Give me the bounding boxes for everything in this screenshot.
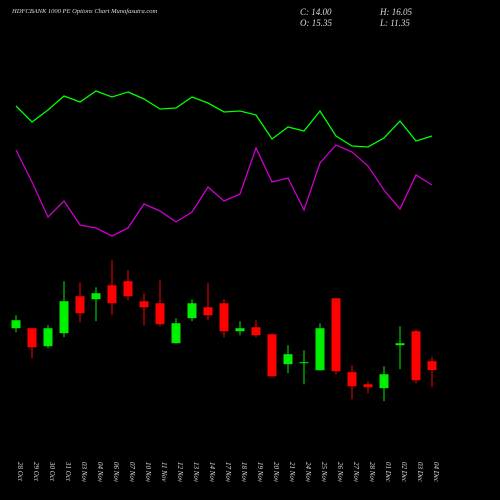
candle-body bbox=[107, 285, 117, 304]
low-label: L: 11.35 bbox=[379, 18, 410, 28]
x-tick-label: 28 Nov bbox=[368, 462, 376, 483]
candle-body bbox=[379, 374, 389, 389]
candle-body bbox=[11, 320, 21, 329]
x-tick-label: 28 Oct bbox=[16, 462, 24, 482]
candle-body bbox=[27, 328, 37, 348]
candle-body bbox=[91, 293, 101, 300]
x-tick-label: 25 Nov bbox=[320, 462, 328, 483]
x-tick-label: 07 Nov bbox=[128, 462, 136, 483]
candle-body bbox=[363, 384, 373, 388]
x-tick-label: 03 Nov bbox=[80, 462, 88, 483]
x-tick-label: 24 Nov bbox=[304, 462, 312, 483]
candle-body bbox=[235, 328, 245, 332]
x-tick-label: 14 Nov bbox=[208, 462, 216, 483]
x-tick-label: 04 Dec bbox=[432, 462, 440, 483]
x-tick-label: 29 Oct bbox=[32, 462, 40, 482]
candle-body bbox=[283, 354, 293, 365]
candle-body bbox=[139, 301, 149, 308]
candle-body bbox=[267, 334, 277, 377]
candle-body bbox=[347, 372, 357, 387]
x-tick-label: 31 Oct bbox=[64, 461, 72, 482]
candle-body bbox=[155, 303, 165, 325]
candle-body bbox=[251, 327, 261, 336]
candle-body bbox=[75, 296, 85, 314]
x-tick-label: 26 Nov bbox=[336, 462, 344, 483]
candle-body bbox=[59, 301, 69, 334]
x-tick-label: 21 Nov bbox=[288, 462, 296, 483]
x-tick-label: 19 Nov bbox=[256, 462, 264, 483]
candle-body bbox=[43, 328, 53, 347]
candle-body bbox=[203, 307, 213, 316]
candle-body bbox=[411, 331, 421, 381]
candle-body bbox=[299, 362, 309, 364]
x-tick-label: 04 Nov bbox=[96, 462, 104, 483]
candle-body bbox=[219, 303, 229, 332]
x-tick-label: 13 Nov bbox=[192, 462, 200, 483]
candle-body bbox=[395, 343, 405, 346]
x-tick-label: 11 Nov bbox=[160, 462, 168, 482]
candle-body bbox=[427, 361, 437, 370]
x-tick-label: 02 Dec bbox=[400, 462, 408, 483]
indicator-line bbox=[15, 144, 433, 237]
x-tick-label: 20 Nov bbox=[272, 462, 280, 483]
candle-body bbox=[171, 323, 181, 344]
x-tick-label: 06 Nov bbox=[112, 462, 120, 483]
x-tick-label: 10 Nov bbox=[144, 462, 152, 483]
open-label: O: 15.35 bbox=[300, 18, 332, 28]
candle-body bbox=[315, 328, 325, 371]
x-tick-label: 12 Nov bbox=[176, 462, 184, 483]
x-tick-label: 18 Nov bbox=[240, 462, 248, 483]
x-tick-label: 27 Nov bbox=[352, 462, 360, 483]
candle-body bbox=[331, 298, 341, 372]
x-tick-label: 30 Oct bbox=[48, 461, 56, 482]
indicator-line bbox=[15, 90, 433, 148]
x-tick-label: 17 Nov bbox=[224, 462, 232, 483]
candle-body bbox=[187, 303, 197, 319]
close-label: C: 14.00 bbox=[300, 7, 332, 17]
candle-body bbox=[123, 281, 133, 297]
chart-title: HDFCBANK 1000 PE Options Chart Munafasut… bbox=[11, 8, 157, 15]
x-tick-label: 01 Dec bbox=[384, 462, 392, 483]
high-label: H: 16.05 bbox=[379, 7, 412, 17]
x-tick-label: 03 Dec bbox=[416, 462, 424, 483]
